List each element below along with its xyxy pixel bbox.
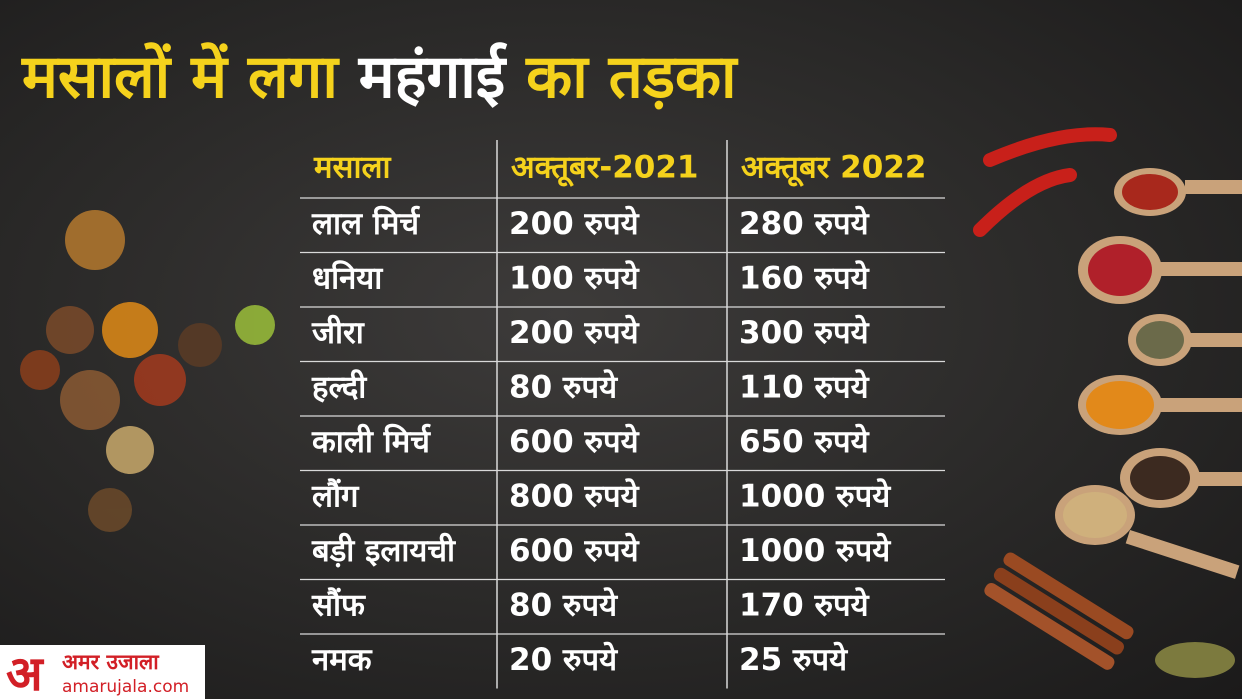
price-cell: 600 रुपये — [509, 423, 640, 460]
title-highlight: महंगाई — [358, 42, 508, 112]
price-cell: 200 रुपये — [509, 314, 640, 351]
spice-name: बड़ी इलायची — [311, 532, 456, 569]
spice-name: काली मिर्च — [311, 423, 431, 460]
column-header: अक्तूबर 2022 — [741, 150, 926, 188]
price-cell: 800 रुपये — [509, 477, 640, 514]
spice-map-decoration — [20, 210, 275, 532]
price-cell: 1000 रुपये — [739, 477, 891, 514]
price-cell: 200 रुपये — [509, 205, 640, 242]
column-header: मसाला — [313, 150, 392, 186]
logo-box — [0, 645, 205, 699]
title-part: का तड़का — [525, 42, 739, 112]
spice-name: लाल मिर्च — [311, 205, 420, 242]
svg-text:मसालों में लगा महंगाई: मसालों में लगा महंगाई का तड़का — [21, 42, 739, 112]
spice-name: धनिया — [312, 259, 383, 296]
price-cell: 1000 रुपये — [739, 532, 891, 569]
price-cell: 170 रुपये — [739, 586, 870, 623]
price-cell: 110 रुपये — [739, 368, 870, 405]
spice-name: लौंग — [311, 477, 360, 514]
logo-mark: अ — [6, 646, 45, 699]
price-cell: 100 रुपये — [509, 259, 640, 296]
price-cell: 80 रुपये — [509, 586, 618, 623]
price-cell: 600 रुपये — [509, 532, 640, 569]
price-cell: 20 रुपये — [509, 641, 618, 678]
spice-name: हल्दी — [311, 368, 367, 405]
price-cell: 25 रुपये — [739, 641, 848, 678]
price-cell: 280 रुपये — [739, 205, 870, 242]
price-cell: 650 रुपये — [739, 423, 870, 460]
column-header: अक्तूबर-2021 — [511, 150, 699, 188]
price-cell: 80 रुपये — [509, 368, 618, 405]
spice-name: जीरा — [311, 314, 365, 351]
logo-url: amarujala.com — [62, 677, 189, 697]
price-table: मसाला अक्तूबर-2021 अक्तूबर 2022 लाल मिर्च 20… — [300, 140, 945, 689]
title-part: मसालों में लगा — [21, 42, 340, 112]
price-cell: 300 रुपये — [739, 314, 870, 351]
spice-name: नमक — [311, 642, 373, 678]
logo-name: अमर उजाला — [62, 650, 160, 674]
spice-name: सौंफ — [311, 586, 366, 623]
spoons-decoration — [973, 127, 1242, 678]
price-cell: 160 रुपये — [739, 259, 870, 296]
